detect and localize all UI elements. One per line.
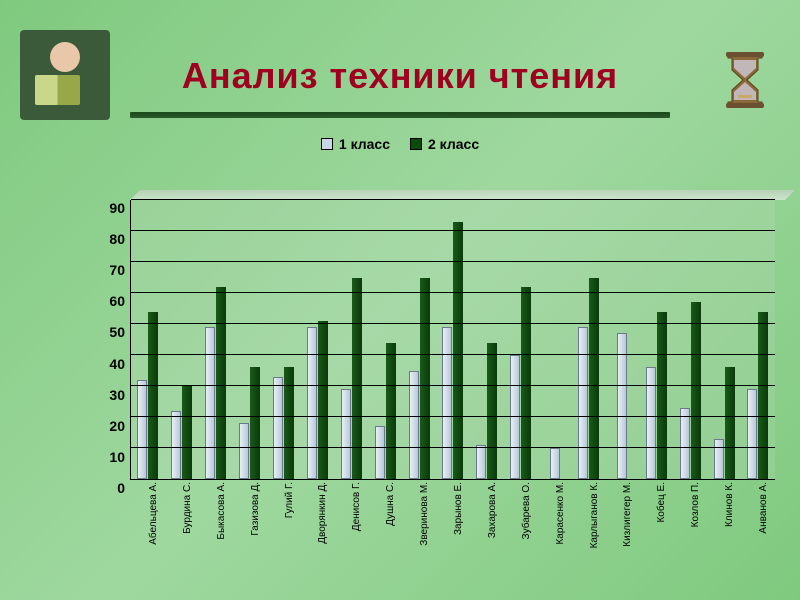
bar-group: Абельцева А. xyxy=(131,200,165,479)
legend-swatch-1 xyxy=(321,138,333,150)
category-label: Дворянкин Д. xyxy=(317,482,328,544)
bar-series1 xyxy=(578,327,588,479)
title-text: Анализ техники чтения xyxy=(182,55,618,96)
bar-series1 xyxy=(747,389,757,479)
bar-group: Денисов Г. xyxy=(334,200,368,479)
bar-series1 xyxy=(510,355,520,479)
category-label: Козлов П. xyxy=(690,482,701,527)
category-label: Кобец Е. xyxy=(656,482,667,523)
bar-series2 xyxy=(657,312,667,479)
bars-container: Абельцева А.Бурдина С.Быкасова А.Газизов… xyxy=(131,200,775,479)
category-label: Анванов А. xyxy=(758,482,769,534)
category-label: Зубарева О. xyxy=(521,482,532,539)
legend-swatch-2 xyxy=(410,138,422,150)
gridline xyxy=(131,323,775,324)
bar-series2 xyxy=(216,287,226,479)
bar-series1 xyxy=(273,377,283,479)
category-label: Абельцева А. xyxy=(148,482,159,545)
bar-series1 xyxy=(137,380,147,479)
bar-series1 xyxy=(617,333,627,479)
category-label: Бурдина С. xyxy=(182,482,193,534)
gridline xyxy=(131,261,775,262)
category-label: Зарынов Е. xyxy=(453,482,464,535)
bar-series1 xyxy=(680,408,690,479)
bar-series2 xyxy=(758,312,768,479)
bar-group: Кизлигегер М. xyxy=(605,200,639,479)
bar-series1 xyxy=(205,327,215,479)
category-label: Карлыганов К. xyxy=(589,482,600,548)
bar-series1 xyxy=(239,423,249,479)
gridline xyxy=(131,230,775,231)
bar-group: Зубарева О. xyxy=(504,200,538,479)
hourglass-icon xyxy=(720,50,770,110)
legend-label-2: 2 класс xyxy=(428,136,479,152)
bar-group: Зверинова М. xyxy=(402,200,436,479)
legend-item-2: 2 класс xyxy=(410,136,479,152)
category-label: Быкасова А. xyxy=(216,482,227,540)
bar-series1 xyxy=(375,426,385,479)
chart: Абельцева А.Бурдина С.Быкасова А.Газизов… xyxy=(95,200,775,480)
bar-group: Быкасова А. xyxy=(199,200,233,479)
bar-group: Газизова Д. xyxy=(233,200,267,479)
bar-group: Дворянкин Д. xyxy=(300,200,334,479)
category-label: Кизлигегер М. xyxy=(622,482,633,547)
title-divider xyxy=(130,112,670,118)
category-label: Клинов К. xyxy=(724,482,735,527)
gridline xyxy=(131,385,775,386)
bar-group: Кобец Е. xyxy=(639,200,673,479)
bar-group: Душна С. xyxy=(368,200,402,479)
bar-group: Клинов К. xyxy=(707,200,741,479)
category-label: Душна С. xyxy=(385,482,396,526)
bar-series1 xyxy=(442,327,452,479)
gridline xyxy=(131,199,775,200)
bar-series2 xyxy=(521,287,531,479)
category-label: Денисов Г. xyxy=(351,482,362,531)
gridline xyxy=(131,354,775,355)
bar-group: Захарова А. xyxy=(470,200,504,479)
bar-series2 xyxy=(487,343,497,479)
bar-series1 xyxy=(341,389,351,479)
bar-series1 xyxy=(476,445,486,479)
bar-group: Анванов А. xyxy=(741,200,775,479)
bar-series2 xyxy=(386,343,396,479)
bar-series2 xyxy=(352,278,362,480)
bar-group: Козлов П. xyxy=(673,200,707,479)
bar-series2 xyxy=(420,278,430,480)
bar-group: Гулий Г. xyxy=(267,200,301,479)
bar-series2 xyxy=(148,312,158,479)
category-label: Захарова А. xyxy=(487,482,498,538)
gridline xyxy=(131,447,775,448)
legend-item-1: 1 класс xyxy=(321,136,390,152)
bar-group: Карлыганов К. xyxy=(572,200,606,479)
bar-series2 xyxy=(589,278,599,480)
gridline xyxy=(131,416,775,417)
gridline xyxy=(131,292,775,293)
bar-group: Бурдина С. xyxy=(165,200,199,479)
category-label: Гулий Г. xyxy=(284,482,295,518)
bar-series1 xyxy=(550,448,560,479)
child-reading-photo xyxy=(20,30,110,120)
bar-series1 xyxy=(171,411,181,479)
page-title: Анализ техники чтения xyxy=(0,0,800,97)
bar-series1 xyxy=(714,439,724,479)
legend: 1 класс 2 класс xyxy=(0,136,800,152)
bar-group: Карасенко М. xyxy=(538,200,572,479)
bar-group: Зарынов Е. xyxy=(436,200,470,479)
bar-series2 xyxy=(691,302,701,479)
plot-area: Абельцева А.Бурдина С.Быкасова А.Газизов… xyxy=(130,200,775,480)
category-label: Карасенко М. xyxy=(555,482,566,545)
bar-series2 xyxy=(318,321,328,479)
category-label: Зверинова М. xyxy=(419,482,430,546)
category-label: Газизова Д. xyxy=(250,482,261,536)
bar-series1 xyxy=(409,371,419,480)
legend-label-1: 1 класс xyxy=(339,136,390,152)
bar-series2 xyxy=(182,386,192,479)
bar-series1 xyxy=(307,327,317,479)
